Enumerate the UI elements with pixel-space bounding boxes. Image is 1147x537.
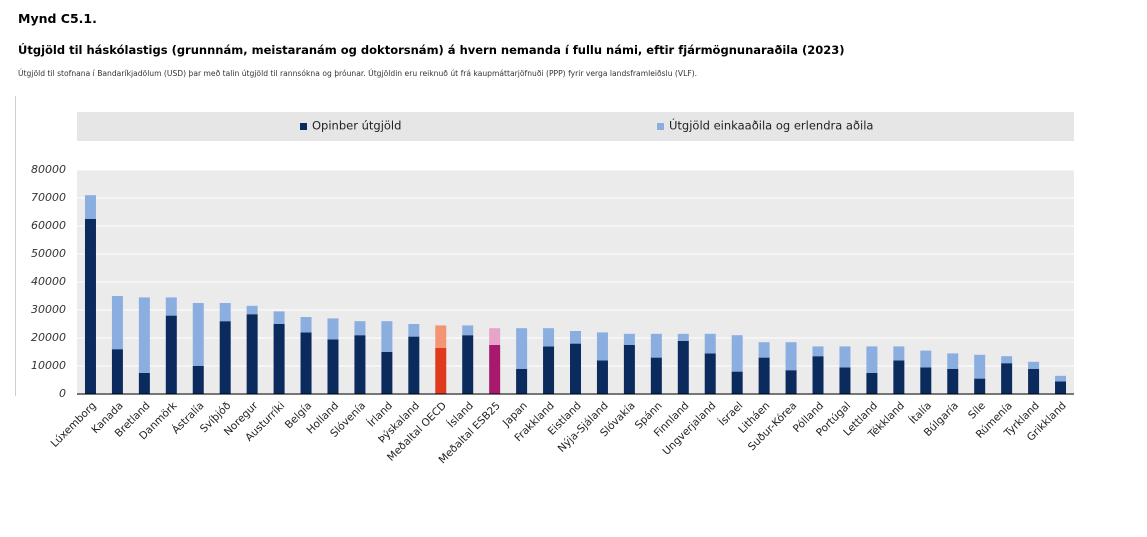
bar-private [327, 318, 339, 340]
bar-public [138, 373, 150, 394]
bar-private [785, 342, 797, 371]
bar-public [650, 357, 662, 394]
bar-private [138, 297, 150, 373]
bar-private [893, 346, 905, 361]
y-tick-label: 30000 [31, 303, 66, 316]
y-tick-label: 0 [59, 387, 66, 400]
y-tick-label: 60000 [31, 219, 66, 232]
bar-private [704, 333, 716, 354]
bar-public [111, 349, 123, 394]
figure-number: Mynd C5.1. [18, 11, 97, 26]
bar-private [812, 346, 824, 357]
bar-private [219, 303, 231, 322]
bar-public [327, 339, 339, 394]
bar-private [435, 325, 447, 348]
bar-private [246, 305, 258, 315]
bar-public [920, 367, 932, 394]
bar-public [596, 360, 608, 394]
y-tick-label: 10000 [31, 359, 66, 372]
bar-public [408, 336, 420, 394]
legend-background [77, 112, 1074, 141]
bar-public [570, 343, 581, 394]
bar-public [704, 353, 716, 394]
bar-private [84, 195, 96, 219]
x-axis-labels: LúxemborgKanadaBretlandDanmörkÁstralíaSv… [49, 399, 1069, 466]
bar-private [354, 321, 366, 336]
bar-public [192, 366, 204, 394]
legend-label-private: Útgjöld einkaaðila og erlendra aðila [669, 118, 873, 133]
bar-public [219, 321, 231, 394]
legend-swatch-private [657, 123, 664, 130]
bar-public [866, 373, 878, 394]
figure-subtitle: Útgjöld til stofnana í Bandaríkjadölum (… [18, 69, 698, 78]
bar-private [408, 324, 420, 337]
bar-public [839, 367, 851, 394]
bar-private [623, 333, 635, 345]
bar-private [543, 328, 555, 347]
y-tick-label: 80000 [31, 163, 66, 176]
bar-private [489, 328, 501, 345]
bar-private [974, 354, 986, 379]
y-tick-label: 20000 [31, 331, 66, 344]
bar-public [623, 345, 635, 394]
bar-private [192, 303, 204, 366]
bar-private [947, 353, 959, 369]
bar-public [246, 314, 258, 394]
bar-public [731, 371, 743, 394]
bar-private [650, 333, 662, 358]
bar-public [435, 347, 447, 394]
bar-public [273, 324, 285, 394]
bar-private [920, 350, 932, 368]
bar-public [543, 346, 555, 394]
legend-swatch-public [300, 123, 307, 130]
bar-public [165, 315, 177, 394]
bar-public [947, 368, 959, 394]
bar-private [596, 332, 608, 361]
chart-frame-line [15, 96, 16, 396]
bar-private [273, 311, 285, 324]
bar-private [758, 342, 770, 358]
bar-public [974, 378, 986, 394]
bar-public [758, 357, 770, 394]
y-tick-label: 40000 [31, 275, 66, 288]
bar-private [462, 325, 474, 336]
bar-private [731, 335, 743, 372]
bar-private [165, 297, 177, 316]
bar-public [84, 219, 96, 394]
bar-private [1001, 356, 1013, 364]
y-tick-label: 70000 [31, 191, 66, 204]
legend-label-public: Opinber útgjöld [312, 119, 401, 133]
bar-public [381, 352, 393, 394]
bar-public [462, 335, 474, 394]
bar-private [866, 346, 878, 373]
bar-private [300, 317, 312, 333]
bar-private [570, 331, 581, 344]
bar-public [785, 370, 797, 394]
y-tick-label: 50000 [31, 247, 66, 260]
x-tick-label: Síle [966, 400, 988, 422]
y-axis: 0 10000 20000 30000 40000 50000 60000 70000 8000… [31, 163, 66, 400]
bar-public [1055, 381, 1067, 394]
bar-private [381, 321, 393, 352]
bar-public [1028, 368, 1040, 394]
bar-private [1055, 375, 1067, 382]
bar-private [677, 333, 689, 341]
bar-public [812, 356, 824, 394]
bar-private [516, 328, 528, 369]
bar-public [354, 335, 366, 394]
bar-private [111, 296, 123, 350]
bars-group [84, 195, 1067, 394]
figure-title: Útgjöld til háskólastigs (grunnnám, meis… [18, 43, 845, 57]
bar-public [893, 360, 905, 394]
bar-private [839, 346, 851, 368]
bar-public [1001, 363, 1013, 394]
bar-private [1028, 361, 1040, 369]
bar-public [677, 340, 689, 394]
bar-public [516, 368, 528, 394]
bar-public [489, 345, 501, 394]
bar-public [300, 332, 312, 394]
